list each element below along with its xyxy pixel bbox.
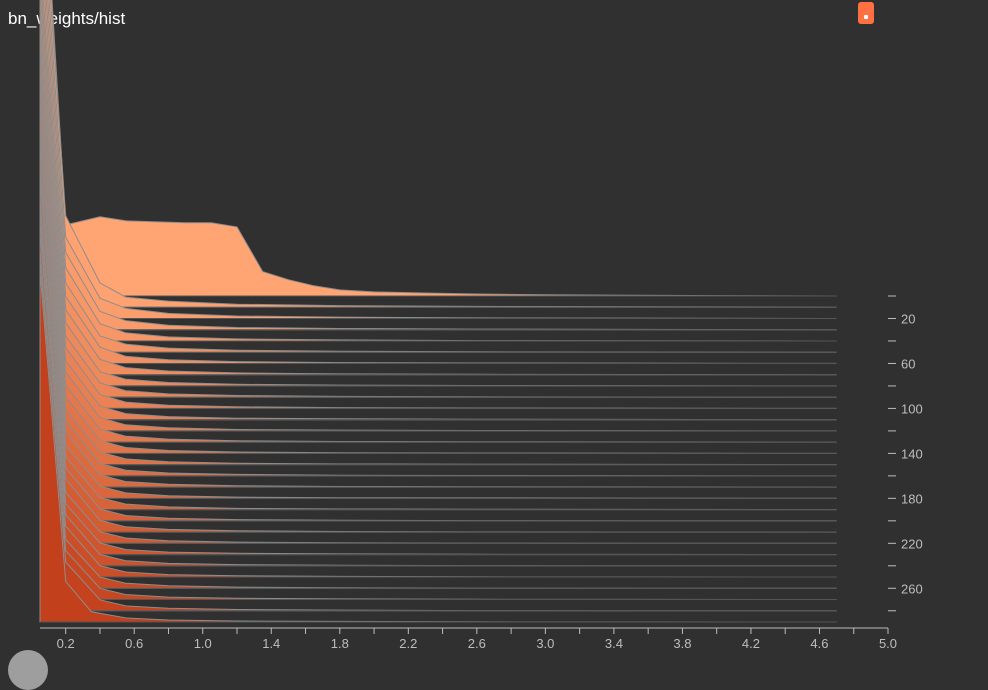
histogram-areas xyxy=(39,0,837,623)
x-tick-label: 1.4 xyxy=(262,636,280,651)
x-axis: 0.2 0.6 1.0 1.4 1.8 2.2 2.6 3.0 3.4 3.8 4.2 4.6 5.0 xyxy=(40,627,897,651)
x-tick-label: 4.6 xyxy=(810,636,828,651)
x-tick-label: 2.2 xyxy=(399,636,417,651)
step-tick-label: 60 xyxy=(901,356,915,371)
x-tick-label: 2.6 xyxy=(468,636,486,651)
step-axis: 20 60 100 140 180 220 260 xyxy=(888,295,923,612)
histogram-area-step-60 xyxy=(39,0,837,364)
x-tick-label: 3.8 xyxy=(673,636,691,651)
step-tick-label: 180 xyxy=(901,491,923,506)
step-tick-label: 140 xyxy=(901,446,923,461)
step-tick-label: 100 xyxy=(901,401,923,416)
histogram-chart: 0.2 0.6 1.0 1.4 1.8 2.2 2.6 3.0 3.4 3.8 4.2 4.6 5.0 … xyxy=(39,0,923,651)
histogram-area-step-50 xyxy=(39,0,837,353)
step-tick-label: 20 xyxy=(901,311,915,326)
chart-title: bn_weights/hist xyxy=(8,9,126,28)
x-tick-label: 0.2 xyxy=(57,636,75,651)
avatar[interactable] xyxy=(8,650,48,690)
step-tick-label: 260 xyxy=(901,581,923,596)
histogram-area-step-10 xyxy=(39,0,837,308)
dot-icon xyxy=(864,15,868,19)
x-tick-label: 4.2 xyxy=(742,636,760,651)
options-button[interactable] xyxy=(858,2,874,24)
x-tick-label: 3.4 xyxy=(605,636,623,651)
x-tick-label: 1.8 xyxy=(331,636,349,651)
x-tick-label: 0.6 xyxy=(125,636,143,651)
x-tick-label: 3.0 xyxy=(536,636,554,651)
x-tick-label: 5.0 xyxy=(879,636,897,651)
x-tick-label: 1.0 xyxy=(194,636,212,651)
step-tick-label: 220 xyxy=(901,536,923,551)
histogram-area-step-0 xyxy=(39,0,837,297)
